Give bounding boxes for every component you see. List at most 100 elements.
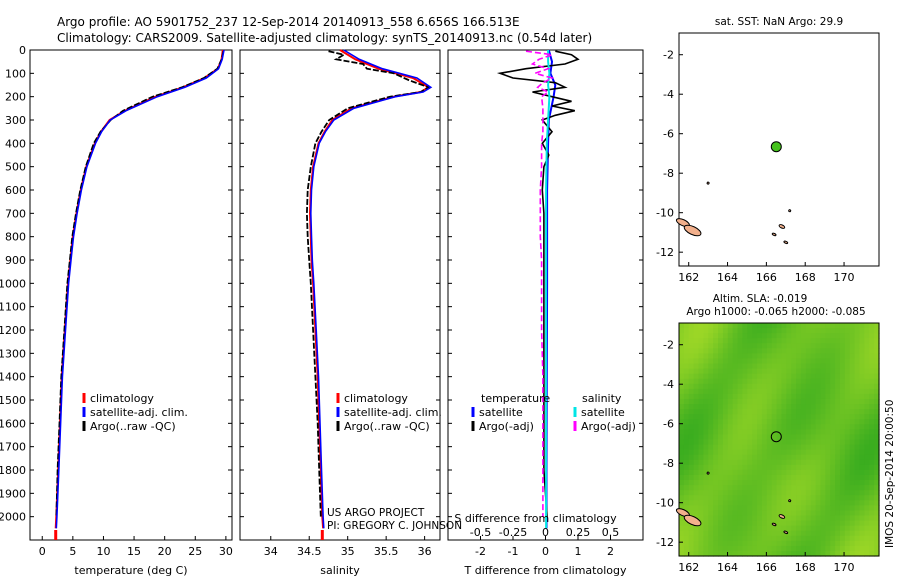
sla-cell (727, 505, 734, 512)
sla-cell (844, 530, 851, 537)
y-tick-label: -4 (663, 88, 674, 101)
x-tick-label: 2 (607, 545, 614, 558)
sla-cell (693, 338, 700, 344)
sla-cell (708, 525, 714, 532)
sla-cell (810, 419, 817, 425)
sla-cell (742, 459, 748, 466)
sla-cell (796, 353, 802, 360)
sla-cell (742, 449, 748, 456)
sla-cell (737, 469, 744, 476)
sla-cell (864, 424, 870, 430)
y-tick-label: 1300 (0, 347, 26, 360)
sla-cell (810, 510, 817, 517)
sla-cell (830, 348, 836, 354)
sla-cell (752, 383, 758, 390)
sla-cell (839, 434, 846, 441)
sla-cell (839, 409, 846, 415)
sla-cell (874, 464, 880, 471)
sla-cell (825, 530, 831, 537)
sla-cell (708, 530, 714, 537)
sla-cell (791, 459, 797, 466)
sla-cell (810, 328, 817, 334)
sla-cell (757, 454, 763, 461)
sla-cell (849, 409, 856, 415)
y-tick-label: 1800 (0, 464, 26, 477)
sla-cell (781, 545, 787, 552)
sla-cell (835, 323, 841, 329)
sla-cell (864, 545, 870, 552)
sla-cell (815, 530, 822, 537)
sla-cell (805, 464, 812, 471)
sla-cell (820, 444, 826, 451)
sla-cell (718, 404, 724, 410)
sla-cell (781, 404, 787, 410)
sla-cell (703, 378, 709, 385)
sla-cell (825, 348, 831, 354)
sla-cell (854, 540, 861, 547)
sla-cell (693, 383, 700, 390)
sla-cell (839, 424, 846, 430)
sla-cell (766, 500, 773, 506)
x-tick-label: 35 (341, 545, 355, 558)
sla-cell (796, 520, 802, 527)
sla-cell (732, 469, 739, 476)
sla-cell (815, 383, 822, 390)
sla-cell (859, 333, 865, 339)
sla-cell (869, 398, 875, 405)
sla-cell (864, 485, 870, 491)
sla-cell (800, 495, 807, 501)
sla-cell (752, 485, 758, 491)
sla-cell (844, 333, 851, 339)
sla-cell (791, 353, 797, 360)
sla-cell (718, 398, 724, 405)
sla-cell (825, 454, 831, 461)
sla-cell (820, 323, 826, 329)
sla-cell (786, 469, 792, 476)
sla-cell (859, 343, 865, 349)
sla-cell (742, 485, 748, 491)
sla-cell (703, 424, 709, 430)
sla-cell (752, 419, 758, 425)
sla-cell (747, 505, 753, 512)
sla-cell (864, 515, 870, 522)
sla-cell (835, 490, 841, 496)
sla-cell (683, 424, 690, 430)
sla-cell (698, 469, 704, 476)
sla-cell (791, 515, 797, 522)
sla-cell (757, 439, 763, 446)
sla-cell (732, 474, 739, 481)
sla-cell (732, 333, 739, 339)
sla-cell (688, 398, 695, 405)
sla-cell (800, 358, 807, 365)
sla-cell (727, 550, 734, 557)
sla-cell (796, 368, 802, 375)
sla-cell (786, 398, 792, 405)
sla-cell (815, 333, 822, 339)
sla-cell (835, 429, 841, 436)
sla-cell (703, 530, 709, 537)
sla-cell (727, 363, 734, 370)
y-tick-label: 900 (5, 254, 26, 267)
sla-cell (830, 510, 836, 517)
sla-cell (796, 328, 802, 334)
sla-cell (683, 459, 690, 466)
sla-cell (703, 429, 709, 436)
sla-cell (679, 545, 685, 552)
x-tick-label: 1 (575, 545, 582, 558)
sla-cell (718, 358, 724, 365)
sla-cell (786, 480, 792, 486)
sla-cell (859, 383, 865, 390)
sla-cell (771, 363, 778, 370)
sla-cell (825, 444, 831, 451)
sla-cell (830, 490, 836, 496)
sla-cell (864, 398, 870, 405)
map-frame (678, 32, 880, 267)
sla-cell (727, 333, 734, 339)
sla-cell (747, 398, 753, 405)
legend-climatology-label: climatology (344, 392, 408, 405)
sla-cell (718, 454, 724, 461)
sla-cell (786, 535, 792, 542)
sla-cell (820, 358, 826, 365)
x-tick-label: 162 (678, 561, 699, 574)
sla-cell (869, 363, 875, 370)
